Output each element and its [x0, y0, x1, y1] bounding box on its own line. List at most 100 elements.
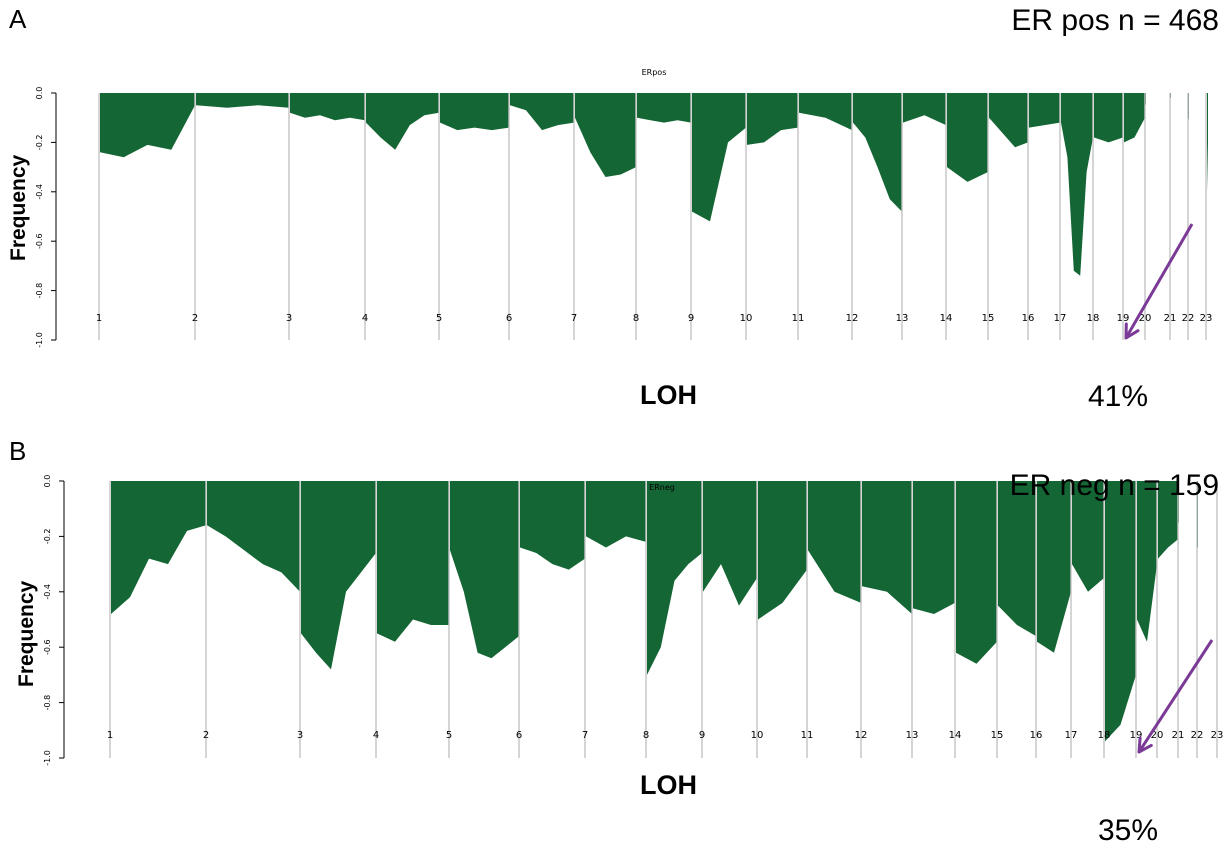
chromosome-label-2: 2: [192, 313, 198, 324]
y-tick-label: -0.8: [43, 695, 52, 711]
chromosome-label-23: 23: [1200, 313, 1213, 324]
y-tick-label: -0.4: [43, 584, 52, 600]
loh-area-chr-10: [747, 93, 798, 145]
panel-a-count-label: ER pos n = 468: [1011, 4, 1219, 37]
chromosome-label-12: 12: [846, 313, 859, 324]
loh-area-chr-15: [998, 481, 1036, 637]
chromosome-label-15: 15: [982, 313, 995, 324]
loh-area-chr-6: [520, 481, 585, 570]
loh-area-chr-5: [440, 93, 509, 131]
chromosome-label-13: 13: [896, 313, 909, 324]
y-tick-label: -0.4: [35, 184, 44, 200]
chromosome-label-4: 4: [373, 730, 379, 741]
chromosome-label-19: 19: [1117, 313, 1130, 324]
loh-area-chr-7: [575, 93, 636, 177]
chromosome-label-7: 7: [571, 313, 577, 324]
loh-area-chr-2: [196, 93, 289, 108]
annotation-arrow-line: [1137, 639, 1214, 753]
loh-area-chr-9: [703, 481, 757, 606]
chromosome-label-16: 16: [1030, 730, 1043, 741]
chromosome-label-8: 8: [633, 313, 639, 324]
y-tick-label: 0.0: [35, 87, 44, 100]
annotation-arrow-head: [1137, 736, 1153, 754]
loh-area-chr-19: [1124, 93, 1145, 143]
loh-area-chr-13: [913, 481, 955, 614]
loh-area-chr-18: [1094, 93, 1123, 143]
loh-area-chr-7: [586, 481, 646, 548]
loh-area-chr-4: [366, 93, 439, 150]
chromosome-label-15: 15: [991, 730, 1004, 741]
panel-a-letter: A: [9, 4, 27, 34]
y-tick-label: -0.6: [43, 639, 52, 655]
loh-area-chr-23: [1207, 93, 1208, 192]
chromosome-label-20: 20: [1139, 313, 1152, 324]
loh-area-chr-13: [903, 93, 946, 126]
chromosome-label-22: 22: [1191, 730, 1204, 741]
annotation-arrow-line: [1124, 223, 1194, 339]
chromosome-label-7: 7: [582, 730, 588, 741]
y-tick-label: -0.8: [35, 283, 44, 299]
chromosome-label-18: 18: [1087, 313, 1100, 324]
loh-area-chr-9: [692, 93, 746, 222]
loh-area-chr-16: [1037, 481, 1071, 653]
loh-area-chr-17: [1072, 481, 1104, 592]
y-tick-label: -1.0: [35, 332, 44, 348]
panel-b-x-axis-label: LOH: [640, 770, 697, 800]
loh-area-chr-11: [799, 93, 852, 131]
panel-b-plot: 1 2 3 4 5 6 7 8 9 10 11 12 13 14 15 16 17 18 19 20 21 22 230.0…: [43, 475, 1223, 766]
loh-area-chr-10: [758, 481, 807, 620]
loh-area-chr-4: [377, 481, 449, 642]
loh-area-chr-14: [956, 481, 997, 664]
loh-area-chr-12: [862, 481, 912, 614]
chromosome-label-12: 12: [855, 730, 868, 741]
chromosome-label-9: 9: [699, 730, 705, 741]
chromosome-label-2: 2: [203, 730, 209, 741]
chromosome-label-6: 6: [506, 313, 512, 324]
annotation-arrow-head: [1124, 322, 1140, 340]
chromosome-label-5: 5: [436, 313, 442, 324]
chromosome-label-17: 17: [1054, 313, 1067, 324]
chromosome-label-17: 17: [1065, 730, 1078, 741]
loh-area-chr-19: [1137, 481, 1157, 642]
loh-area-chr-5: [450, 481, 519, 659]
chromosome-label-10: 10: [751, 730, 764, 741]
chromosome-label-16: 16: [1022, 313, 1035, 324]
chromosome-label-8: 8: [643, 730, 649, 741]
loh-area-chr-1: [100, 93, 195, 158]
loh-area-chr-17: [1061, 93, 1093, 276]
loh-area-chr-14: [947, 93, 988, 182]
y-tick-label: -0.6: [35, 233, 44, 249]
loh-area-chr-11: [808, 481, 861, 603]
chromosome-label-23: 23: [1211, 730, 1224, 741]
loh-area-chr-1: [111, 481, 206, 614]
loh-area-chr-18: [1105, 481, 1136, 742]
y-tick-label: 0.0: [43, 475, 52, 488]
panel-b-percent-label: 35%: [1098, 814, 1159, 847]
chromosome-label-1: 1: [96, 313, 102, 324]
chromosome-label-13: 13: [906, 730, 919, 741]
chart-title: ERneg: [649, 483, 675, 492]
loh-area-chr-2: [207, 481, 300, 592]
panel-a-x-axis-label: LOH: [640, 380, 697, 410]
y-tick-label: -0.2: [35, 135, 44, 151]
panel-a-percent-label: 41%: [1088, 380, 1149, 413]
y-tick-label: -0.2: [43, 529, 52, 545]
chromosome-label-9: 9: [688, 313, 694, 324]
loh-area-chr-16: [1029, 93, 1060, 128]
loh-area-chr-20: [1158, 481, 1178, 559]
panel-b-y-axis-label: Frequency: [15, 580, 38, 687]
chart-title: ERpos: [642, 68, 667, 77]
chromosome-label-1: 1: [107, 730, 113, 741]
y-tick-label: -1.0: [43, 750, 52, 766]
chromosome-label-3: 3: [286, 313, 292, 324]
loh-area-chr-6: [510, 93, 574, 131]
chromosome-label-14: 14: [949, 730, 962, 741]
chromosome-label-10: 10: [740, 313, 753, 324]
chromosome-label-19: 19: [1130, 730, 1143, 741]
loh-area-chr-8: [647, 481, 702, 675]
loh-area-chr-3: [290, 93, 365, 121]
loh-area-chr-12: [853, 93, 902, 212]
chromosome-label-20: 20: [1151, 730, 1164, 741]
